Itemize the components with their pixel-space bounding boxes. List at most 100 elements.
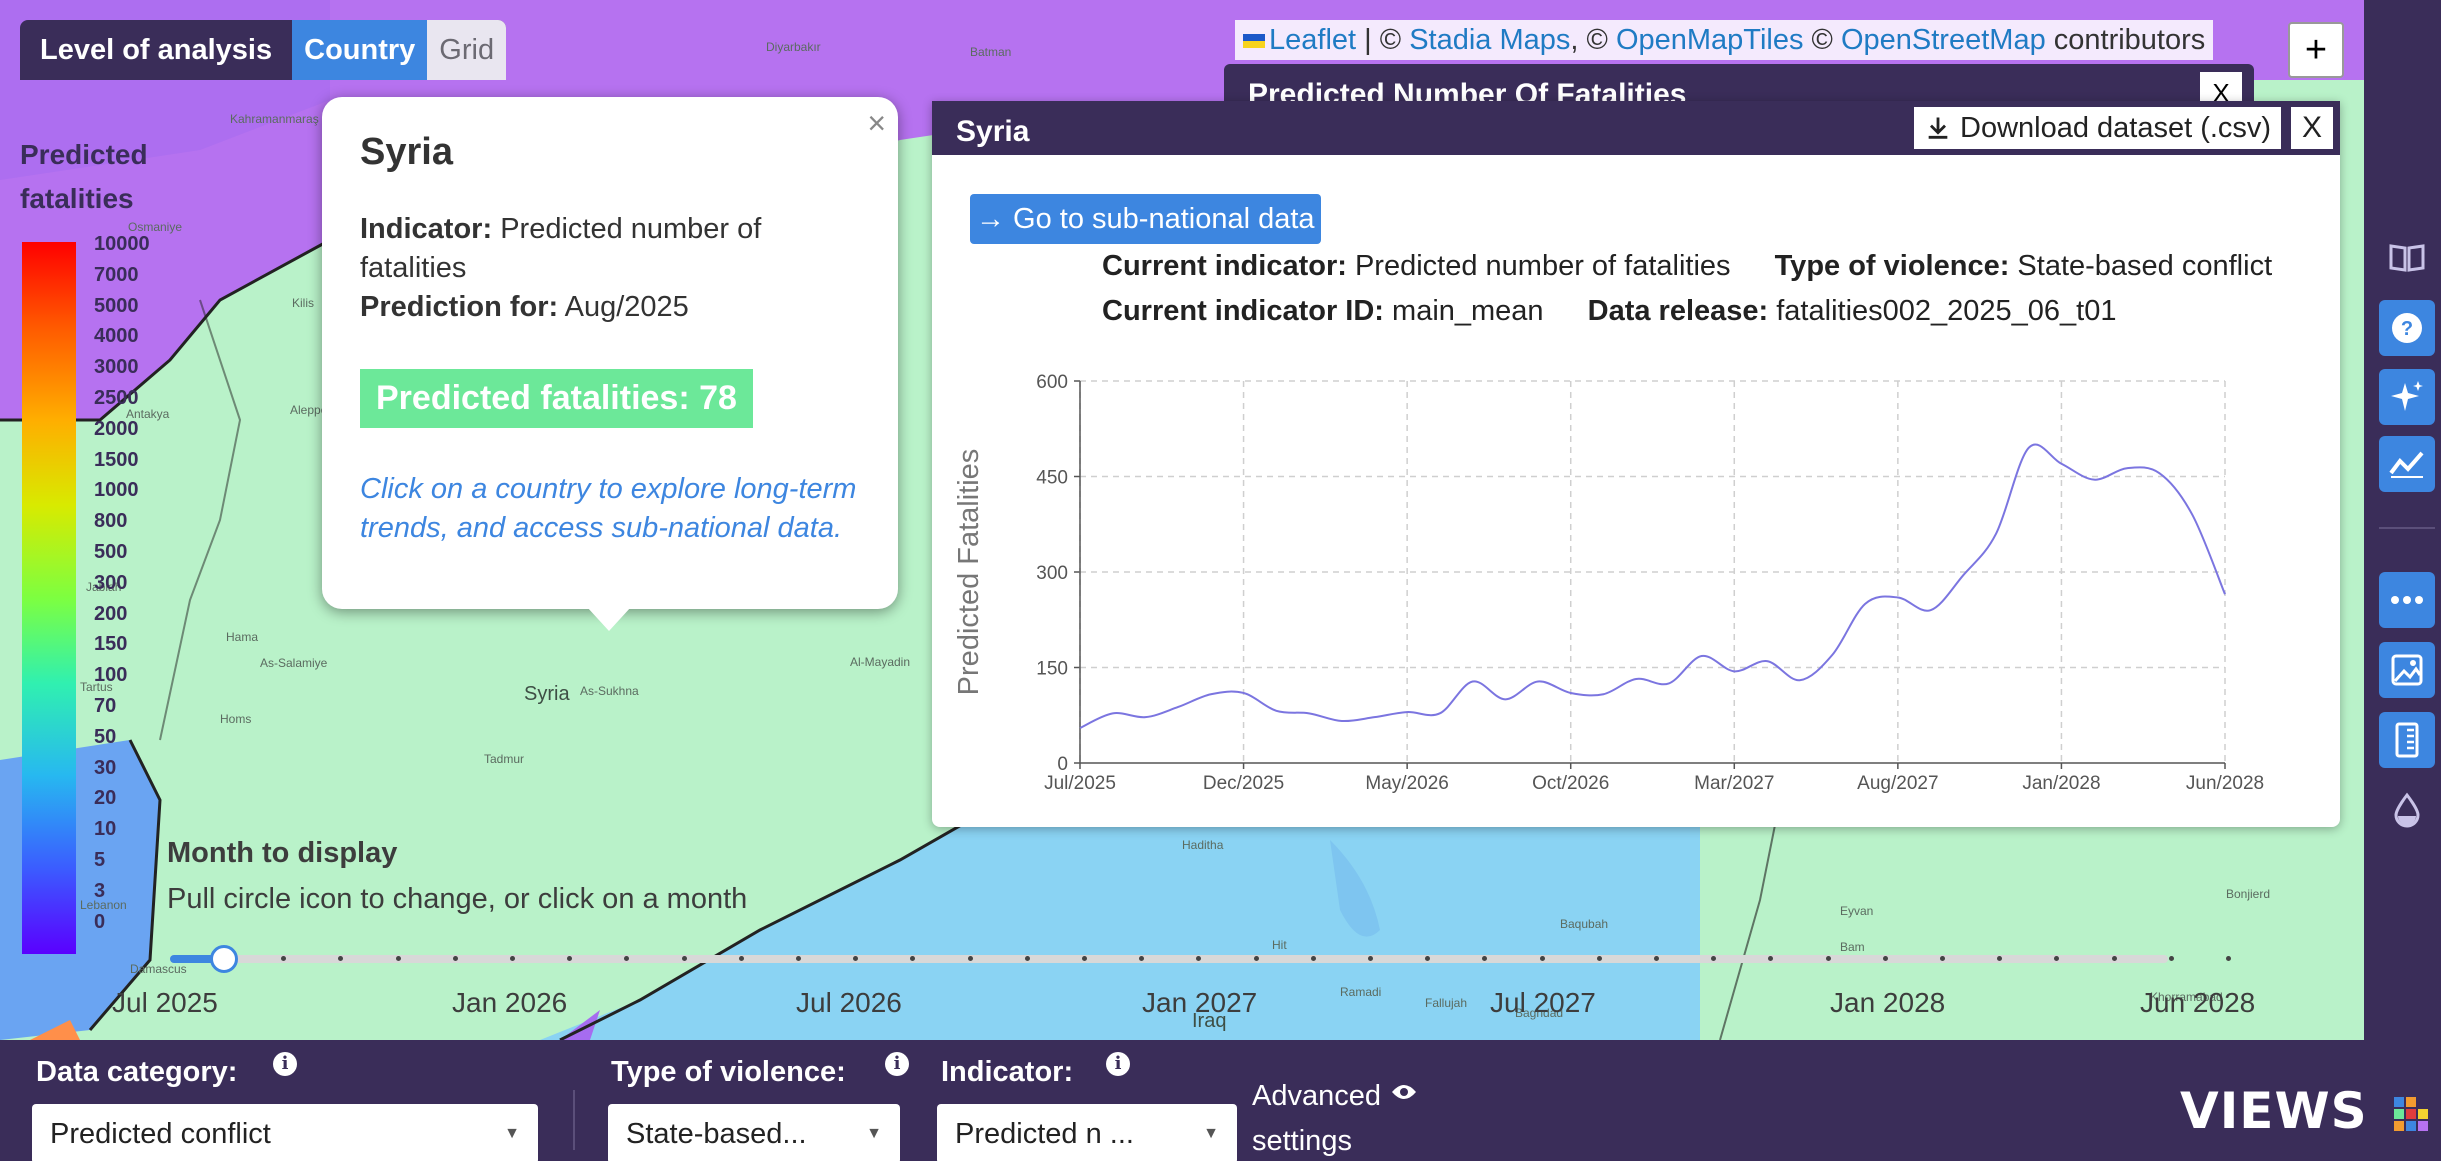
timeline-month-tick[interactable] xyxy=(281,956,287,961)
download-dataset-button[interactable]: Download dataset (.csv) xyxy=(1914,107,2282,149)
timeline-month-label[interactable]: Jul 2027 xyxy=(1490,987,1596,1018)
timeline-month-tick[interactable] xyxy=(1253,956,1259,961)
map-label: Baghdad xyxy=(1515,1006,1564,1020)
indicator-select[interactable]: Predicted n ... ▼ xyxy=(937,1104,1237,1161)
country-panel: Syria Download dataset (.csv) X → Go to … xyxy=(932,101,2340,827)
trends-button[interactable] xyxy=(2379,436,2435,492)
timeline-month-tick[interactable] xyxy=(2226,956,2231,961)
map-attribution: Leaflet | © Stadia Maps, © OpenMapTiles … xyxy=(1235,20,2214,60)
data-category-select[interactable]: Predicted conflict ▼ xyxy=(32,1104,538,1161)
timeline-month-tick[interactable] xyxy=(2054,956,2060,961)
timeline-month-label[interactable]: Jan 2027 xyxy=(1142,987,1258,1018)
x-tick-label: Jan/2028 xyxy=(2022,773,2100,794)
violence-type-select[interactable]: State-based... ▼ xyxy=(608,1104,900,1161)
timeline-month-tick[interactable] xyxy=(1196,956,1202,961)
level-country-button[interactable]: Country xyxy=(292,20,428,80)
opacity-button[interactable] xyxy=(2379,782,2435,838)
indicator-id-value: main_mean xyxy=(1392,295,1544,327)
timeline-month-label[interactable]: Jun 2028 xyxy=(2140,987,2256,1018)
timeline-month-tick[interactable] xyxy=(1711,956,1717,961)
timeline-month-tick[interactable] xyxy=(510,956,515,961)
indicator-value: Predicted n ... xyxy=(955,1118,1134,1150)
timeline-month-tick[interactable] xyxy=(2168,956,2174,961)
measure-button[interactable] xyxy=(2379,712,2435,768)
timeline-month-tick[interactable] xyxy=(796,956,801,961)
level-grid-button[interactable]: Grid xyxy=(427,20,507,80)
ai-assistant-button[interactable] xyxy=(2379,369,2435,425)
map-label: Kahramanmaraş xyxy=(230,112,319,126)
timeline-month-tick[interactable] xyxy=(567,956,573,961)
leaflet-link[interactable]: Leaflet xyxy=(1269,24,1357,56)
level-of-analysis: Level of analysis Country Grid xyxy=(20,20,507,80)
timeline-month-tick[interactable] xyxy=(1654,956,1659,961)
predicted-fatalities-badge: Predicted fatalities: 78 xyxy=(360,369,753,428)
timeline-month-tick[interactable] xyxy=(1539,956,1545,961)
bottom-bar: Data category: i Predicted conflict ▼ Ty… xyxy=(0,1040,2441,1161)
timeline-month-tick[interactable] xyxy=(1024,956,1030,961)
map-label: Lebanon xyxy=(80,898,127,912)
data-release-value: fatalities002_2025_06_t01 xyxy=(1776,295,2117,327)
violence-type-value: State-based conflict xyxy=(2017,250,2273,282)
sparkle-icon xyxy=(2391,381,2423,411)
timeline-month-tick[interactable] xyxy=(624,956,630,961)
timeline-month-tick[interactable] xyxy=(1082,956,1087,961)
popup-prediction: Prediction for: Aug/2025 xyxy=(360,288,860,327)
indicator-info-icon[interactable]: i xyxy=(1106,1052,1130,1076)
x-tick-label: Aug/2027 xyxy=(1857,773,1938,794)
timeline-month-tick[interactable] xyxy=(1425,956,1431,961)
timeline-month-tick[interactable] xyxy=(910,956,916,961)
stadia-link[interactable]: Stadia Maps xyxy=(1409,24,1571,56)
timeline-month-tick[interactable] xyxy=(2111,956,2117,961)
timeline-month-tick[interactable] xyxy=(1368,956,1373,961)
timeline-month-tick[interactable] xyxy=(1482,956,1488,961)
legend-tick: 3000 xyxy=(94,356,139,379)
fatalities-chart[interactable]: 0 150 300 450 600 Jul/2025 Dec/2025 May/2026 Oct… xyxy=(932,101,2340,827)
logo-text: VIEWS xyxy=(2180,1082,2368,1140)
timeline-month-tick[interactable] xyxy=(395,956,401,961)
data-category-value: Predicted conflict xyxy=(50,1118,271,1150)
timeline-month-tick[interactable] xyxy=(338,956,344,961)
timeline-handle[interactable] xyxy=(210,945,238,973)
panel-close-button[interactable]: X xyxy=(2291,107,2333,149)
timeline-month-label[interactable]: Jan 2028 xyxy=(1830,987,1946,1018)
timeline-track[interactable] xyxy=(170,955,2168,963)
timeline-month-tick[interactable] xyxy=(1940,956,1945,961)
map-label: Syria xyxy=(524,683,570,705)
timeline-month-tick[interactable] xyxy=(1596,956,1602,961)
y-tick-label: 600 xyxy=(1036,372,1068,393)
timeline-month-tick[interactable] xyxy=(1825,956,1831,961)
timeline-month-label[interactable]: Jan 2026 xyxy=(452,987,568,1018)
popup-close-button[interactable]: × xyxy=(867,105,886,141)
svg-text:?: ? xyxy=(2401,318,2413,340)
map-style-button[interactable] xyxy=(2379,572,2435,628)
subnational-data-button[interactable]: → Go to sub-national data xyxy=(970,194,1321,244)
timeline-month-tick[interactable] xyxy=(738,956,744,961)
timeline-month-tick[interactable] xyxy=(452,956,458,961)
data-category-info-icon[interactable]: i xyxy=(273,1052,297,1076)
openstreetmap-link[interactable]: OpenStreetMap xyxy=(1840,24,2046,56)
timeline-month-tick[interactable] xyxy=(853,956,859,961)
legend-tick: 20 xyxy=(94,787,117,810)
zoom-in-button[interactable]: + xyxy=(2288,22,2344,78)
export-image-button[interactable] xyxy=(2379,642,2435,698)
timeline-month-tick[interactable] xyxy=(1768,956,1774,961)
timeline-month-tick[interactable] xyxy=(1997,956,2003,961)
timeline-month-label[interactable]: Jul 2026 xyxy=(796,987,902,1018)
help-button[interactable]: ? xyxy=(2379,300,2435,356)
timeline-month-tick[interactable] xyxy=(1310,956,1316,961)
timeline-month-tick[interactable] xyxy=(681,956,687,961)
timeline-month-tick[interactable] xyxy=(1139,956,1145,961)
timeline-month-tick[interactable] xyxy=(1882,956,1888,961)
droplet-icon xyxy=(2394,792,2420,828)
documentation-button[interactable] xyxy=(2379,230,2435,286)
timeline-month-tick[interactable] xyxy=(967,956,973,961)
download-icon xyxy=(1928,117,1948,139)
chevron-down-icon: ▼ xyxy=(866,1125,882,1142)
country-popup: × Syria Indicator: Predicted number of f… xyxy=(322,97,898,631)
advanced-settings-button[interactable]: Advanced settings xyxy=(1252,1074,1416,1161)
map-label: Eyvan xyxy=(1840,904,1874,918)
openmaptiles-link[interactable]: OpenMapTiles xyxy=(1615,24,1804,56)
timeline-month-label[interactable]: Jul 2025 xyxy=(112,987,218,1018)
violence-type-label: Type of violence: xyxy=(611,1056,846,1088)
violence-type-info-icon[interactable]: i xyxy=(885,1052,909,1076)
